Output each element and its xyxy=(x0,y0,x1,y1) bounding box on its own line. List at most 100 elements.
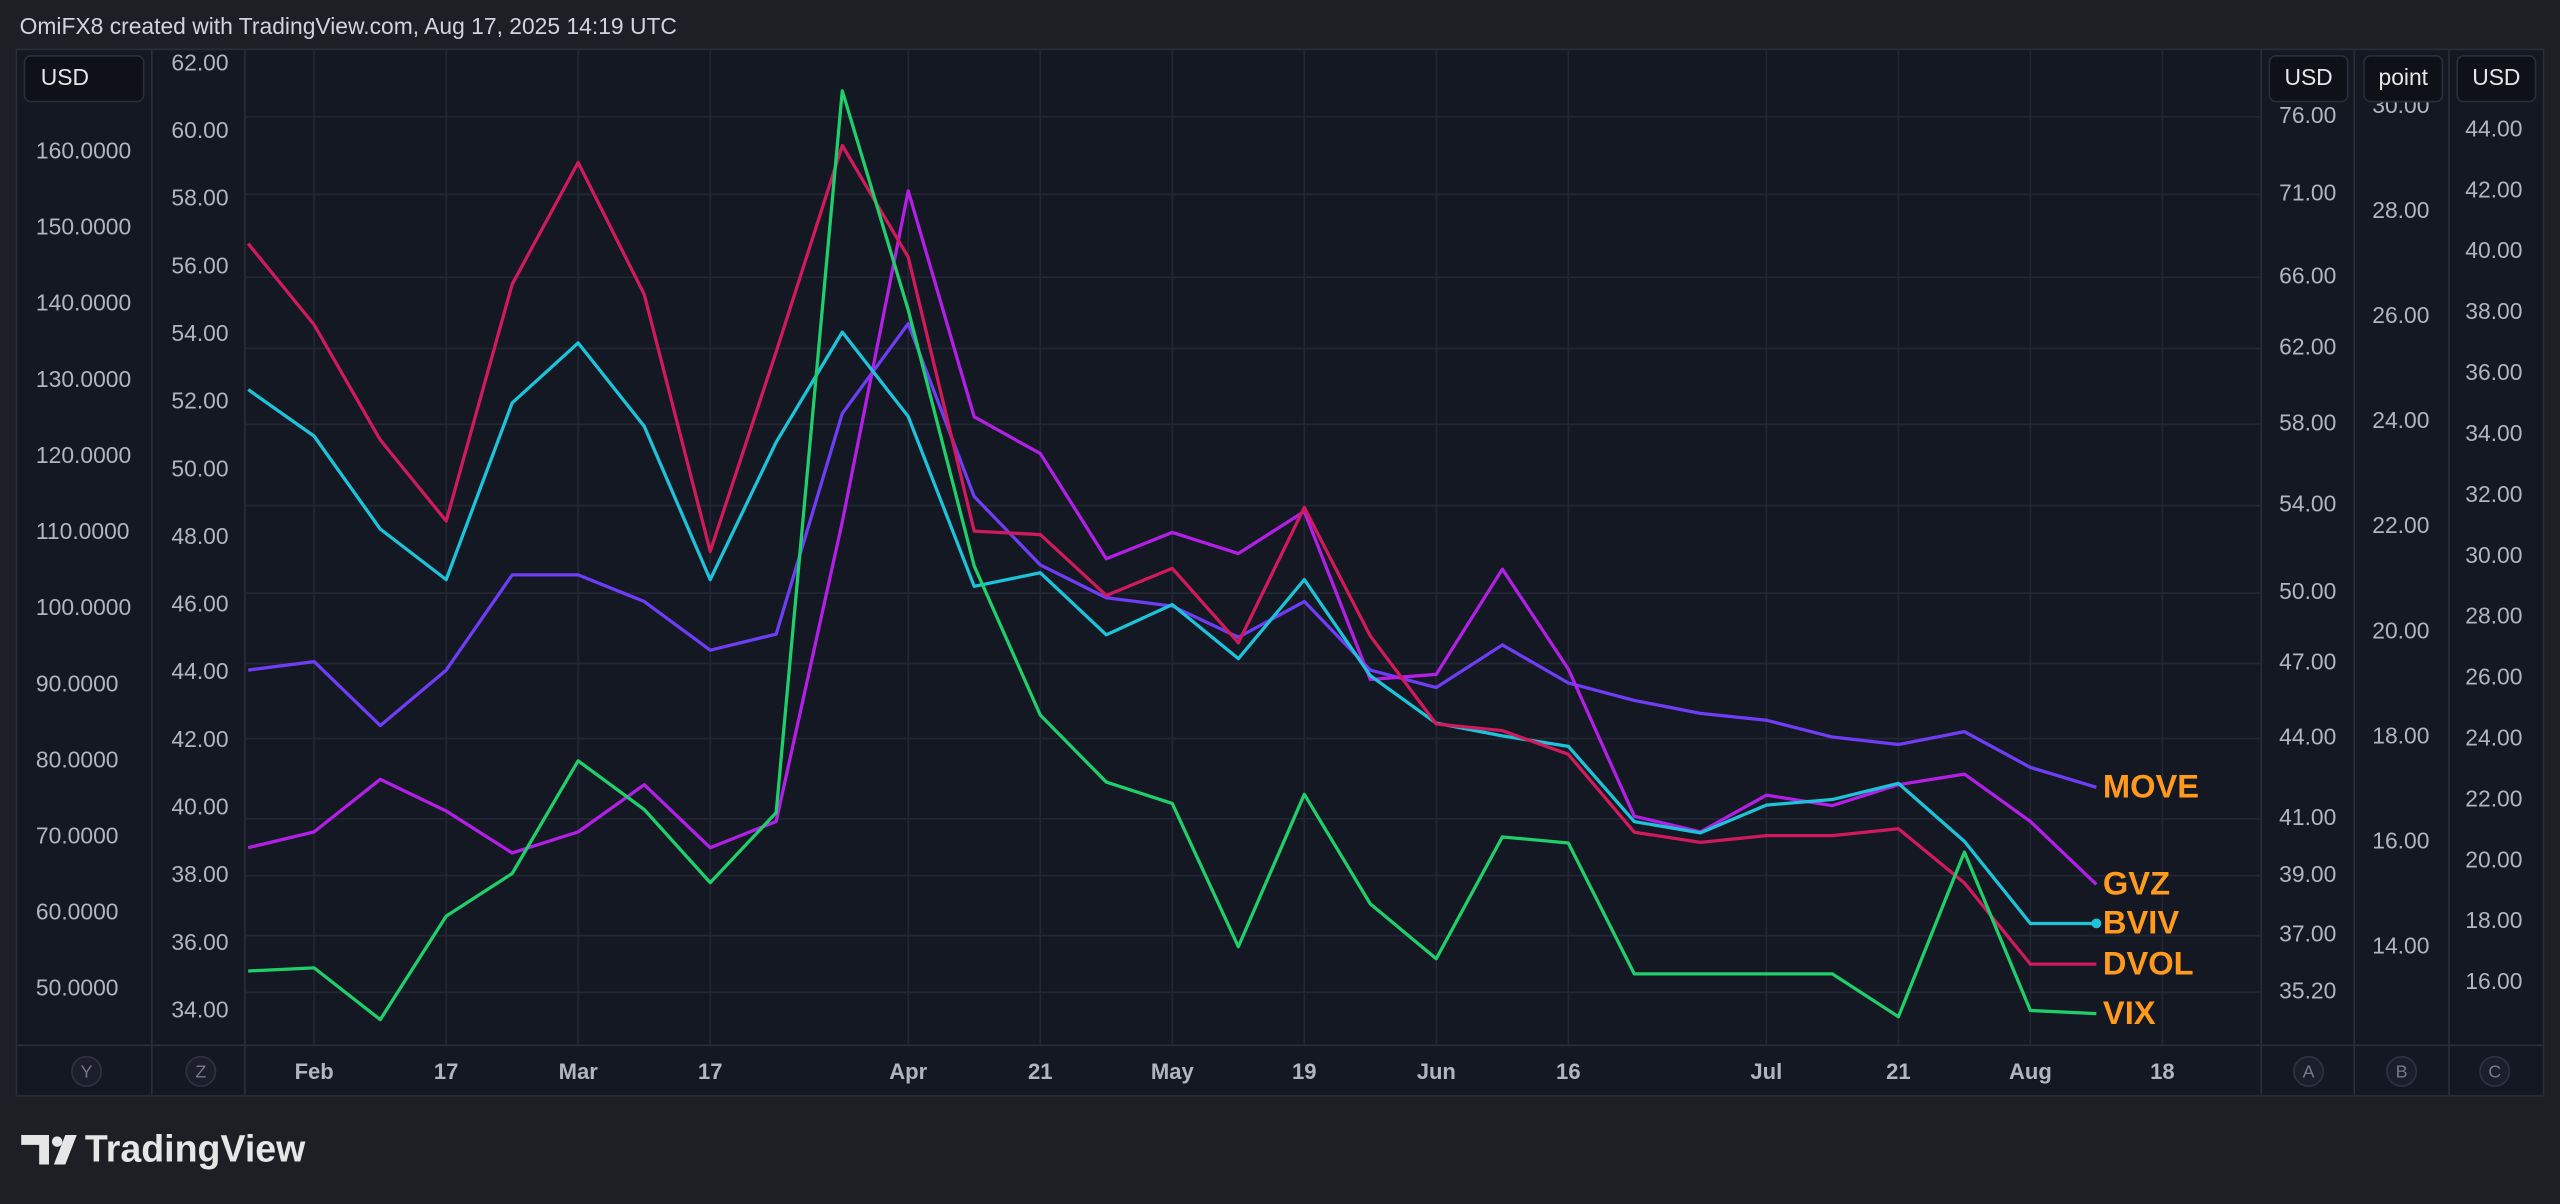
y-tick-label: 48.00 xyxy=(171,523,228,549)
x-tick-label: Apr xyxy=(889,1059,927,1084)
axis-button[interactable] xyxy=(185,1055,217,1087)
x-tick-label: Jul xyxy=(1750,1059,1782,1084)
axis-button-label: Z xyxy=(195,1062,206,1082)
y-tick-label: 62.00 xyxy=(2279,333,2336,359)
y-tick-label: 24.00 xyxy=(2372,407,2429,433)
y-tick-label: 90.0000 xyxy=(36,670,119,696)
y-tick-label: 70.0000 xyxy=(36,823,119,849)
y-tick-label: 22.00 xyxy=(2465,785,2522,811)
series-end-label: GVZ xyxy=(2103,865,2170,902)
axis-button[interactable] xyxy=(2386,1055,2418,1087)
x-tick-label: May xyxy=(1151,1059,1195,1084)
y-tick-label: 28.00 xyxy=(2465,603,2522,629)
y-tick-label: 28.00 xyxy=(2372,197,2429,223)
series-line xyxy=(246,143,2097,966)
y-tick-label: 50.00 xyxy=(171,455,228,481)
x-tick-label: 21 xyxy=(1886,1059,1911,1084)
series-line xyxy=(247,330,2097,926)
y-tick-label: 160.0000 xyxy=(36,137,131,163)
y-tick-label: 39.00 xyxy=(2279,861,2336,887)
y-tick-label: 40.00 xyxy=(171,794,228,820)
axis-unit-badge xyxy=(2268,55,2349,103)
y-tick-label: 24.00 xyxy=(2465,725,2522,751)
y-tick-label: 35.20 xyxy=(2279,977,2336,1003)
y-tick-label: 42.00 xyxy=(171,726,228,752)
y-tick-label: 60.00 xyxy=(171,117,228,143)
separators xyxy=(16,49,2544,1096)
series-end-label: DVOL xyxy=(2103,944,2194,981)
axis-button-label: A xyxy=(2303,1062,2315,1082)
axis-button[interactable] xyxy=(2479,1055,2511,1087)
x-tick-label: Feb xyxy=(295,1059,334,1084)
y-tick-label: 60.0000 xyxy=(36,899,119,925)
y-tick-label: 16.00 xyxy=(2372,827,2429,853)
y-tick-label: 20.00 xyxy=(2465,846,2522,872)
logo-text: TradingView xyxy=(85,1127,306,1169)
y-tick-label: 52.00 xyxy=(171,388,228,414)
y-tick-label: 120.0000 xyxy=(36,442,131,468)
last-value-dot xyxy=(2091,918,2102,929)
axis-button[interactable] xyxy=(2293,1055,2325,1087)
x-tick-label: Aug xyxy=(2009,1059,2052,1084)
axis-unit-label: USD xyxy=(2472,64,2520,90)
y-tick-label: 42.00 xyxy=(2465,176,2522,202)
y-tick-label: 58.00 xyxy=(171,185,228,211)
axis-unit-label: point xyxy=(2378,64,2428,90)
series-end-label: MOVE xyxy=(2103,767,2199,804)
axis-button-label: C xyxy=(2488,1062,2501,1082)
axis-button[interactable] xyxy=(71,1055,103,1087)
y-tick-label: 38.00 xyxy=(171,861,228,887)
header-text: OmiFX8 created with TradingView.com, Aug… xyxy=(20,13,677,39)
y-tick-label: 37.00 xyxy=(2279,921,2336,947)
y-tick-label: 130.0000 xyxy=(36,366,131,392)
y-tick-label: 26.00 xyxy=(2465,664,2522,690)
y-tick-label: 44.00 xyxy=(2279,724,2336,750)
axis-unit-badge xyxy=(23,55,145,103)
x-tick-label: 19 xyxy=(1292,1059,1317,1084)
y-tick-label: 54.00 xyxy=(171,320,228,346)
y-tick-label: 44.00 xyxy=(171,658,228,684)
y-tick-label: 38.00 xyxy=(2465,298,2522,324)
axis-unit-label: USD xyxy=(2284,64,2332,90)
y-tick-label: 36.00 xyxy=(171,929,228,955)
y-tick-label: 100.0000 xyxy=(36,594,131,620)
tradingview-logo xyxy=(21,1135,77,1165)
y-tick-label: 34.00 xyxy=(171,996,228,1022)
x-tick-label: 16 xyxy=(1556,1059,1581,1084)
y-tick-label: 18.00 xyxy=(2465,907,2522,933)
y-tick-label: 36.00 xyxy=(2465,359,2522,385)
y-tick-label: 18.00 xyxy=(2372,722,2429,748)
y-tick-label: 47.00 xyxy=(2279,649,2336,675)
y-tick-label: 20.00 xyxy=(2372,617,2429,643)
y-tick-label: 46.00 xyxy=(171,591,228,617)
y-tick-label: 30.00 xyxy=(2465,542,2522,568)
y-tick-label: 140.0000 xyxy=(36,290,131,316)
x-tick-label: 17 xyxy=(698,1059,723,1084)
y-tick-label: 54.00 xyxy=(2279,491,2336,517)
series-line xyxy=(247,189,2098,886)
y-tick-label: 66.00 xyxy=(2279,262,2336,288)
y-tick-label: 22.00 xyxy=(2372,512,2429,538)
y-tick-label: 50.0000 xyxy=(36,975,119,1001)
y-tick-label: 71.00 xyxy=(2279,179,2336,205)
axis-unit-badge xyxy=(2456,55,2537,103)
x-tick-label: 18 xyxy=(2150,1059,2175,1084)
axis-unit-label: USD xyxy=(41,64,89,90)
series-end-label: BVIV xyxy=(2103,904,2179,941)
x-tick-label: Mar xyxy=(559,1059,599,1084)
y-tick-label: 58.00 xyxy=(2279,409,2336,435)
axis-button-label: B xyxy=(2396,1062,2408,1082)
y-tick-label: 41.00 xyxy=(2279,804,2336,830)
y-tick-label: 34.00 xyxy=(2465,420,2522,446)
y-tick-label: 76.00 xyxy=(2279,102,2336,128)
y-tick-label: 40.00 xyxy=(2465,237,2522,263)
y-tick-label: 62.00 xyxy=(171,49,228,75)
axis-unit-badge xyxy=(2363,55,2444,103)
y-tick-label: 32.00 xyxy=(2465,481,2522,507)
series-end-label: VIX xyxy=(2103,994,2156,1031)
y-tick-label: 26.00 xyxy=(2372,302,2429,328)
y-tick-label: 80.0000 xyxy=(36,746,119,772)
y-tick-label: 150.0000 xyxy=(36,214,131,240)
